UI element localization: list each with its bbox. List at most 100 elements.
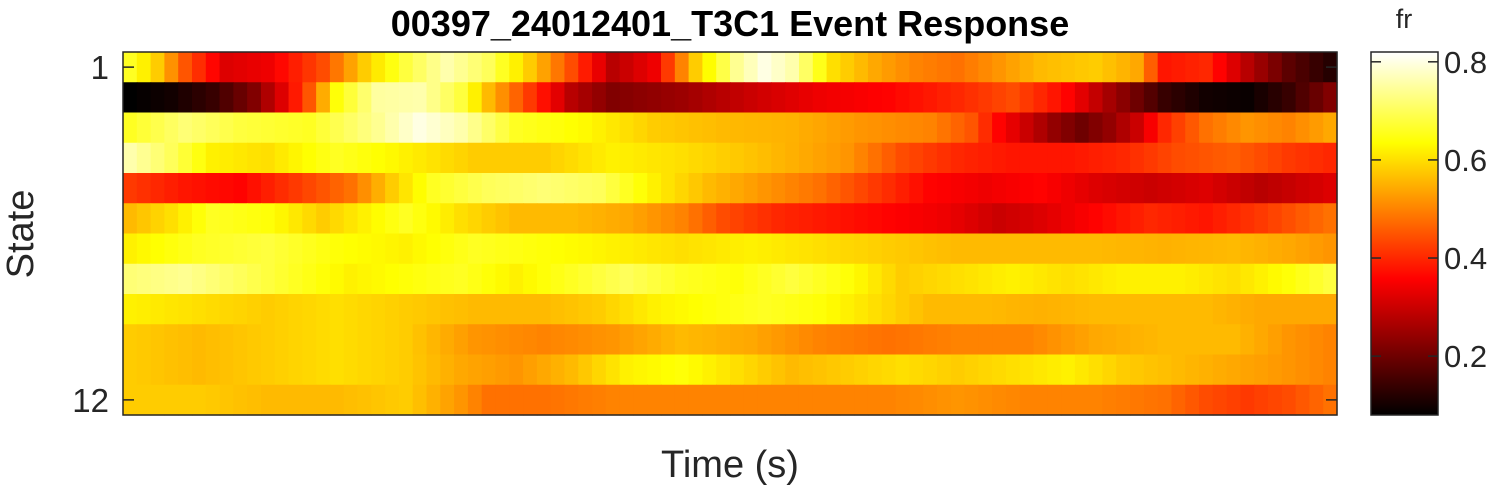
heatmap-cell bbox=[1281, 82, 1297, 114]
heatmap-cell bbox=[1254, 203, 1269, 235]
heatmap-cell bbox=[509, 203, 524, 235]
heatmap-cell bbox=[1295, 142, 1311, 174]
heatmap-cell bbox=[1130, 52, 1145, 83]
heatmap-cell bbox=[260, 112, 276, 144]
heatmap-cell bbox=[605, 384, 621, 416]
heatmap-cell bbox=[123, 324, 138, 356]
heatmap-cell bbox=[1157, 173, 1173, 204]
heatmap-cell bbox=[826, 112, 841, 144]
heatmap-cell bbox=[840, 52, 855, 83]
heatmap-cell bbox=[978, 263, 993, 295]
heatmap-cell bbox=[812, 354, 828, 386]
heatmap-cell bbox=[592, 263, 607, 295]
heatmap-cell bbox=[426, 324, 441, 356]
heatmap-cell bbox=[398, 203, 414, 235]
heatmap-cell bbox=[260, 52, 276, 83]
heatmap-cell bbox=[1323, 82, 1338, 114]
colorbar bbox=[1370, 51, 1439, 416]
heatmap-cell bbox=[481, 233, 497, 265]
heatmap-cell bbox=[164, 354, 179, 386]
heatmap-cell bbox=[702, 233, 717, 265]
heatmap-cell bbox=[1240, 233, 1255, 265]
heatmap-cell bbox=[329, 142, 345, 174]
heatmap-cell bbox=[247, 112, 262, 144]
heatmap-cell bbox=[1005, 52, 1021, 83]
heatmap-cell bbox=[743, 203, 759, 235]
heatmap-cell bbox=[550, 203, 566, 235]
heatmap-cell bbox=[1074, 324, 1090, 356]
heatmap-cell bbox=[702, 294, 717, 325]
heatmap-cell bbox=[178, 233, 193, 265]
heatmap-cell bbox=[1281, 294, 1297, 325]
heatmap-cell bbox=[798, 324, 814, 356]
heatmap-cell bbox=[1240, 324, 1255, 356]
heatmap-cell bbox=[1185, 112, 1200, 144]
heatmap-cell bbox=[247, 263, 262, 295]
heatmap-cell bbox=[1047, 82, 1062, 114]
heatmap-cell bbox=[1240, 82, 1255, 114]
heatmap-cell bbox=[688, 52, 704, 83]
heatmap-cell bbox=[329, 52, 345, 83]
heatmap-cell bbox=[247, 294, 262, 325]
heatmap-cell bbox=[1005, 233, 1021, 265]
heatmap-cell bbox=[302, 203, 317, 235]
heatmap-cell bbox=[454, 354, 469, 386]
heatmap-cell bbox=[1281, 354, 1297, 386]
heatmap-cell bbox=[1088, 82, 1104, 114]
heatmap-cell bbox=[743, 384, 759, 416]
heatmap-cell bbox=[357, 294, 372, 325]
heatmap-cell bbox=[1102, 324, 1117, 356]
heatmap-cell bbox=[357, 52, 372, 83]
heatmap-cell bbox=[1309, 52, 1324, 83]
heatmap-cell bbox=[647, 294, 662, 325]
heatmap-cell bbox=[1102, 173, 1117, 204]
heatmap-cell bbox=[247, 82, 262, 114]
heatmap-cell bbox=[343, 82, 359, 114]
heatmap-cell bbox=[191, 294, 207, 325]
heatmap-cell bbox=[1047, 294, 1062, 325]
heatmap-cell bbox=[426, 203, 441, 235]
heatmap-cell bbox=[1130, 384, 1145, 416]
heatmap-cell bbox=[881, 173, 897, 204]
heatmap-cell bbox=[771, 82, 786, 114]
heatmap-cell bbox=[1102, 354, 1117, 386]
heatmap-cell bbox=[343, 52, 359, 83]
heatmap-cell bbox=[467, 173, 483, 204]
colorbar-tick-label: 0.4 bbox=[1444, 241, 1487, 276]
heatmap-cell bbox=[536, 354, 552, 386]
heatmap-cell bbox=[371, 263, 386, 295]
heatmap-cell bbox=[495, 384, 510, 416]
heatmap-cell bbox=[1254, 173, 1269, 204]
heatmap-cell bbox=[1019, 263, 1035, 295]
heatmap-cell bbox=[578, 142, 593, 174]
heatmap-cell bbox=[1171, 263, 1186, 295]
heatmap-cell bbox=[936, 203, 952, 235]
heatmap-cell bbox=[716, 294, 731, 325]
heatmap-cell bbox=[164, 324, 179, 356]
heatmap-cell bbox=[481, 384, 497, 416]
heatmap-cell bbox=[274, 173, 290, 204]
heatmap-cell bbox=[178, 173, 193, 204]
heatmap-cell bbox=[1130, 203, 1145, 235]
heatmap-cell bbox=[1130, 112, 1145, 144]
heatmap-cell bbox=[371, 324, 386, 356]
heatmap-cell bbox=[343, 233, 359, 265]
heatmap-cell bbox=[716, 112, 731, 144]
heatmap-cell bbox=[743, 354, 759, 386]
heatmap-cell bbox=[150, 354, 165, 386]
heatmap-cell bbox=[702, 112, 717, 144]
heatmap-cell bbox=[909, 112, 924, 144]
heatmap-cell bbox=[1199, 384, 1214, 416]
colorbar-ticks: 0.2 0.4 0.6 0.8 bbox=[1371, 45, 1487, 374]
heatmap-cell bbox=[1254, 263, 1269, 295]
heatmap-cell bbox=[895, 142, 910, 174]
heatmap-cell bbox=[716, 82, 731, 114]
heatmap-cell bbox=[150, 324, 165, 356]
heatmap-cell bbox=[1309, 112, 1324, 144]
heatmap-cell bbox=[840, 354, 855, 386]
heatmap-cell bbox=[1088, 203, 1104, 235]
heatmap-cell bbox=[1130, 324, 1145, 356]
heatmap-cell bbox=[398, 384, 414, 416]
heatmap-cell bbox=[592, 233, 607, 265]
heatmap-cell bbox=[274, 142, 290, 174]
